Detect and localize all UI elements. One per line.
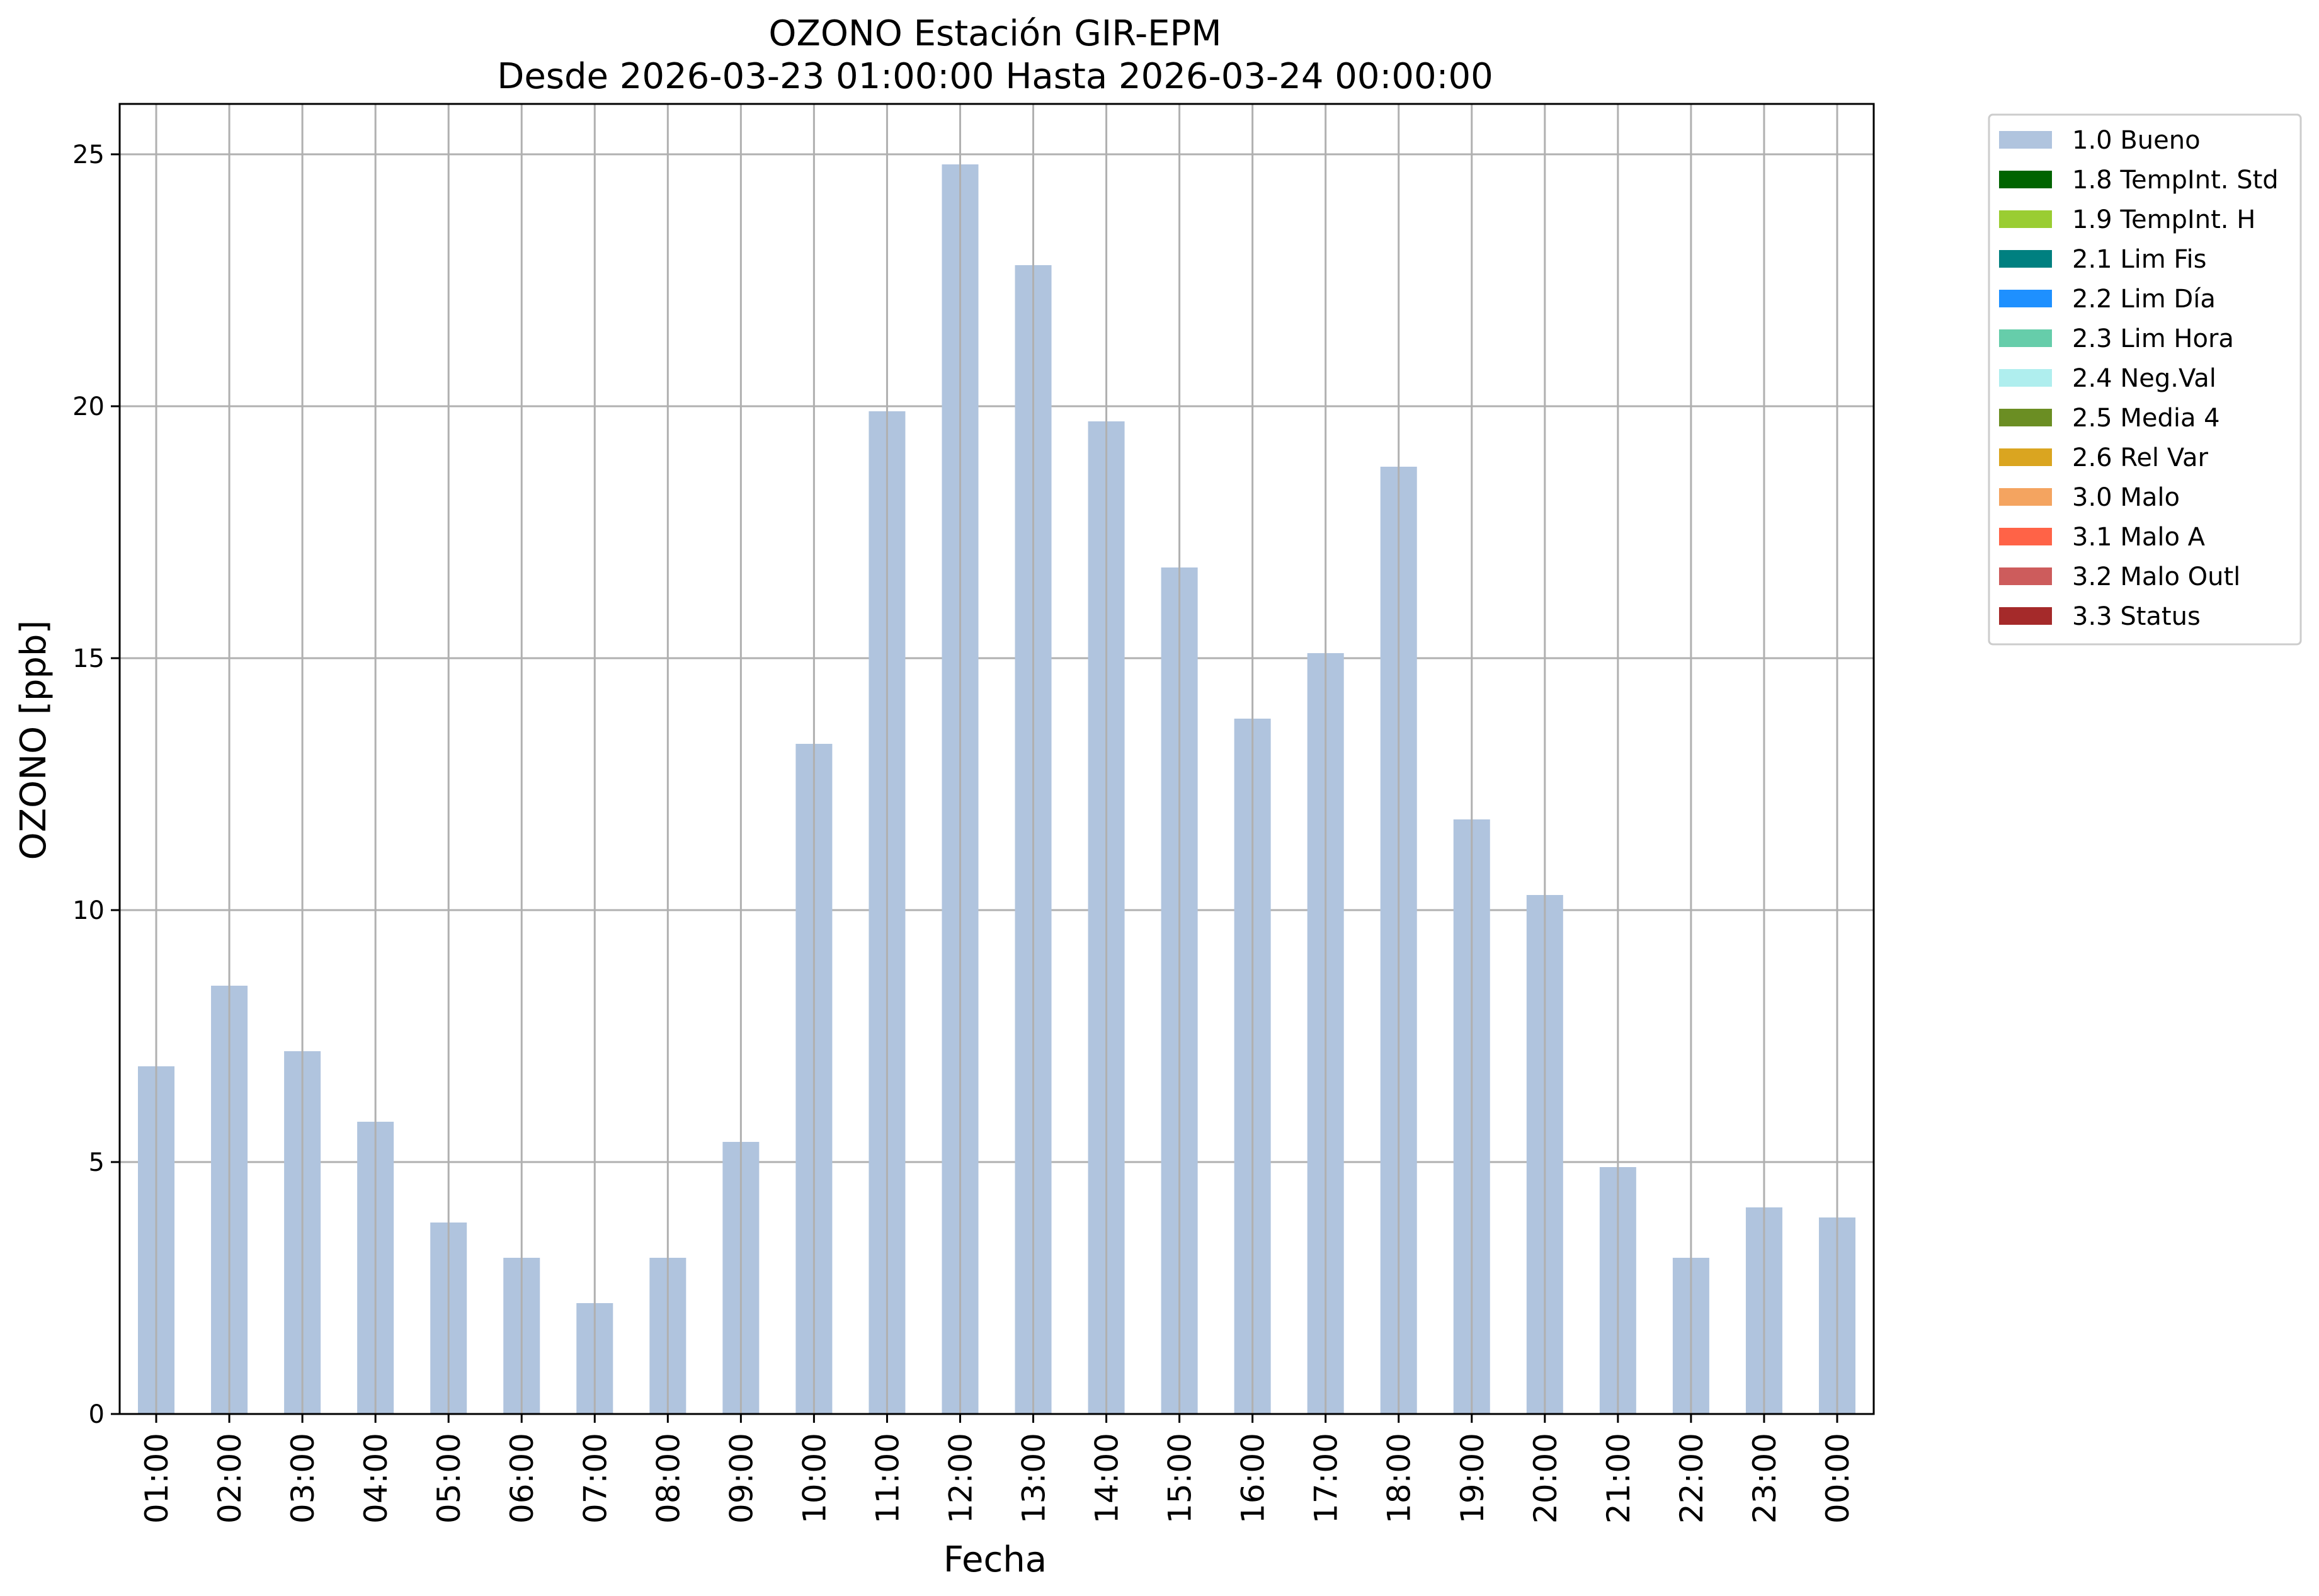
x-tick-label: 14:00: [1089, 1433, 1125, 1524]
y-axis-label: OZONO [ppb]: [13, 620, 54, 860]
x-tick-label: 13:00: [1016, 1433, 1052, 1524]
legend-label: 1.9 TempInt. H: [2072, 205, 2255, 234]
legend-label: 3.1 Malo A: [2072, 523, 2206, 552]
legend-swatch: [1999, 171, 2052, 188]
chart-title: OZONO Estación GIR-EPM: [768, 13, 1221, 54]
x-tick-label: 22:00: [1673, 1433, 1710, 1524]
y-tick-label: 15: [72, 644, 105, 673]
legend-swatch: [1999, 210, 2052, 228]
x-tick-label: 19:00: [1454, 1433, 1491, 1524]
x-tick-label: 09:00: [723, 1433, 760, 1524]
y-axis: 0 5 10 15 20 25: [72, 140, 120, 1429]
x-tick-label: 18:00: [1381, 1433, 1418, 1524]
legend-swatch: [1999, 448, 2052, 466]
legend-label: 2.4 Neg.Val: [2072, 364, 2216, 393]
legend-label: 3.0 Malo: [2072, 483, 2180, 512]
x-tick-label: 08:00: [650, 1433, 687, 1524]
legend-swatch: [1999, 607, 2052, 625]
x-tick-label: 20:00: [1527, 1433, 1564, 1524]
x-tick-label: 17:00: [1308, 1433, 1345, 1524]
y-tick-label: 25: [72, 140, 105, 169]
legend-label: 1.0 Bueno: [2072, 126, 2201, 155]
legend-frame: [1988, 113, 2302, 646]
y-tick-label: 5: [89, 1148, 105, 1177]
x-tick-label: 01:00: [139, 1433, 175, 1524]
x-tick-label: 06:00: [504, 1433, 540, 1524]
y-tick-label: 0: [89, 1400, 105, 1429]
x-axis-label: Fecha: [943, 1539, 1047, 1580]
x-tick-label: 21:00: [1600, 1433, 1637, 1524]
x-tick-label: 00:00: [1820, 1433, 1856, 1524]
y-tick-label: 20: [72, 392, 105, 421]
x-tick-label: 07:00: [577, 1433, 613, 1524]
legend-label: 3.2 Malo Outl: [2072, 562, 2240, 591]
bars: [138, 164, 1855, 1414]
x-tick-label: 11:00: [869, 1433, 906, 1524]
x-tick-label: 02:00: [212, 1433, 248, 1524]
chart-subtitle: Desde 2026-03-23 01:00:00 Hasta 2026-03-…: [497, 56, 1493, 97]
vertical-grid: [155, 104, 1838, 1414]
legend-label: 3.3 Status: [2072, 602, 2201, 631]
legend-swatch: [1999, 329, 2052, 347]
legend-swatch: [1999, 131, 2052, 149]
x-tick-label: 23:00: [1746, 1433, 1783, 1524]
legend-label: 2.6 Rel Var: [2072, 443, 2209, 472]
legend: 1.0 Bueno 1.8 TempInt. Std 1.9 TempInt. H 2…: [1988, 113, 2302, 646]
x-tick-label: 04:00: [358, 1433, 394, 1524]
x-tick-label: 05:00: [431, 1433, 467, 1524]
legend-label: 2.1 Lim Fis: [2072, 245, 2206, 274]
x-tick-label: 10:00: [796, 1433, 833, 1524]
x-axis: 01:00 02:00 03:00 04:00 05:00 06:00 07:00 08:00…: [139, 1414, 1856, 1524]
legend-swatch: [1999, 409, 2052, 426]
legend-swatch: [1999, 290, 2052, 307]
legend-swatch: [1999, 369, 2052, 387]
legend-label: 2.2 Lim Día: [2072, 285, 2216, 314]
legend-label: 1.8 TempInt. Std: [2072, 166, 2279, 195]
plot-frame: [118, 103, 1875, 1415]
x-tick-label: 16:00: [1235, 1433, 1272, 1524]
legend-label: 2.3 Lim Hora: [2072, 324, 2234, 353]
x-tick-label: 15:00: [1162, 1433, 1199, 1524]
x-tick-label: 12:00: [942, 1433, 979, 1524]
legend-swatch: [1999, 250, 2052, 268]
legend-swatch: [1999, 528, 2052, 545]
legend-swatch: [1999, 567, 2052, 585]
x-tick-label: 03:00: [285, 1433, 321, 1524]
legend-label: 2.5 Media 4: [2072, 404, 2220, 433]
legend-swatch: [1999, 488, 2052, 506]
y-tick-label: 10: [72, 896, 105, 925]
